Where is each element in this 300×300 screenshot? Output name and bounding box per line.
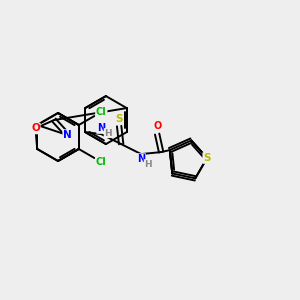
Text: S: S	[116, 114, 123, 124]
Text: H: H	[144, 160, 152, 169]
Text: S: S	[203, 153, 211, 163]
Text: N: N	[97, 123, 105, 133]
Text: N: N	[63, 130, 72, 140]
Text: Cl: Cl	[96, 157, 107, 167]
Text: O: O	[31, 123, 40, 134]
Text: H: H	[104, 129, 112, 138]
Text: N: N	[137, 154, 145, 164]
Text: Cl: Cl	[96, 107, 107, 117]
Text: O: O	[153, 121, 161, 131]
